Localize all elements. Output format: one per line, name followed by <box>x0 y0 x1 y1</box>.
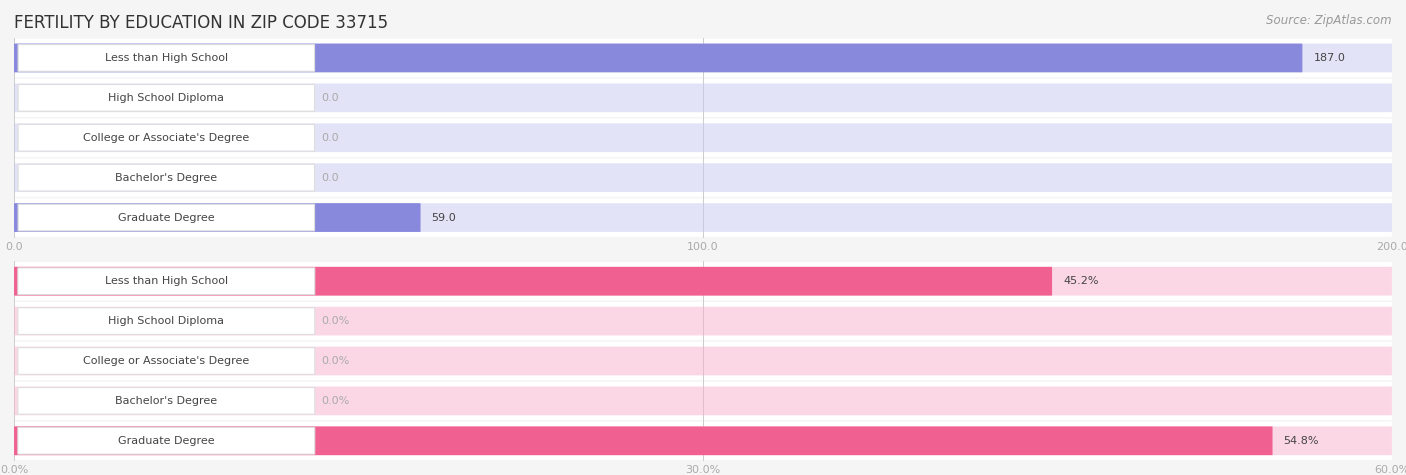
FancyBboxPatch shape <box>14 79 1392 117</box>
Text: Less than High School: Less than High School <box>105 53 228 63</box>
Text: 0.0%: 0.0% <box>322 316 350 326</box>
FancyBboxPatch shape <box>14 307 1392 335</box>
FancyBboxPatch shape <box>14 302 1392 340</box>
Text: 0.0: 0.0 <box>322 172 339 183</box>
Text: 45.2%: 45.2% <box>1063 276 1098 286</box>
Text: High School Diploma: High School Diploma <box>108 316 225 326</box>
FancyBboxPatch shape <box>14 44 1392 72</box>
FancyBboxPatch shape <box>14 427 1272 455</box>
FancyBboxPatch shape <box>14 347 1392 375</box>
FancyBboxPatch shape <box>18 45 315 71</box>
FancyBboxPatch shape <box>14 44 1302 72</box>
Text: Graduate Degree: Graduate Degree <box>118 212 215 223</box>
FancyBboxPatch shape <box>14 119 1392 157</box>
Text: College or Associate's Degree: College or Associate's Degree <box>83 133 249 143</box>
FancyBboxPatch shape <box>14 262 1392 300</box>
FancyBboxPatch shape <box>14 387 1392 415</box>
FancyBboxPatch shape <box>18 388 315 414</box>
FancyBboxPatch shape <box>18 268 315 294</box>
FancyBboxPatch shape <box>14 267 1052 295</box>
FancyBboxPatch shape <box>14 84 1392 112</box>
Text: FERTILITY BY EDUCATION IN ZIP CODE 33715: FERTILITY BY EDUCATION IN ZIP CODE 33715 <box>14 14 388 32</box>
FancyBboxPatch shape <box>18 85 315 111</box>
FancyBboxPatch shape <box>14 422 1392 460</box>
Text: 0.0: 0.0 <box>322 93 339 103</box>
FancyBboxPatch shape <box>18 124 315 151</box>
Text: 0.0%: 0.0% <box>322 356 350 366</box>
Text: Less than High School: Less than High School <box>105 276 228 286</box>
FancyBboxPatch shape <box>18 308 315 334</box>
FancyBboxPatch shape <box>18 348 315 374</box>
FancyBboxPatch shape <box>14 267 1392 295</box>
Text: Source: ZipAtlas.com: Source: ZipAtlas.com <box>1267 14 1392 27</box>
FancyBboxPatch shape <box>14 39 1392 77</box>
FancyBboxPatch shape <box>14 124 1392 152</box>
FancyBboxPatch shape <box>14 203 1392 232</box>
Text: Bachelor's Degree: Bachelor's Degree <box>115 172 218 183</box>
Text: Bachelor's Degree: Bachelor's Degree <box>115 396 218 406</box>
FancyBboxPatch shape <box>14 199 1392 237</box>
Text: 0.0: 0.0 <box>322 133 339 143</box>
Text: College or Associate's Degree: College or Associate's Degree <box>83 356 249 366</box>
Text: Graduate Degree: Graduate Degree <box>118 436 215 446</box>
Text: High School Diploma: High School Diploma <box>108 93 225 103</box>
FancyBboxPatch shape <box>18 428 315 454</box>
FancyBboxPatch shape <box>14 342 1392 380</box>
FancyBboxPatch shape <box>14 427 1392 455</box>
Text: 59.0: 59.0 <box>432 212 457 223</box>
FancyBboxPatch shape <box>18 164 315 191</box>
FancyBboxPatch shape <box>14 163 1392 192</box>
FancyBboxPatch shape <box>18 204 315 231</box>
FancyBboxPatch shape <box>14 203 420 232</box>
Text: 0.0%: 0.0% <box>322 396 350 406</box>
Text: 187.0: 187.0 <box>1313 53 1346 63</box>
FancyBboxPatch shape <box>14 382 1392 420</box>
Text: 54.8%: 54.8% <box>1284 436 1319 446</box>
FancyBboxPatch shape <box>14 159 1392 197</box>
